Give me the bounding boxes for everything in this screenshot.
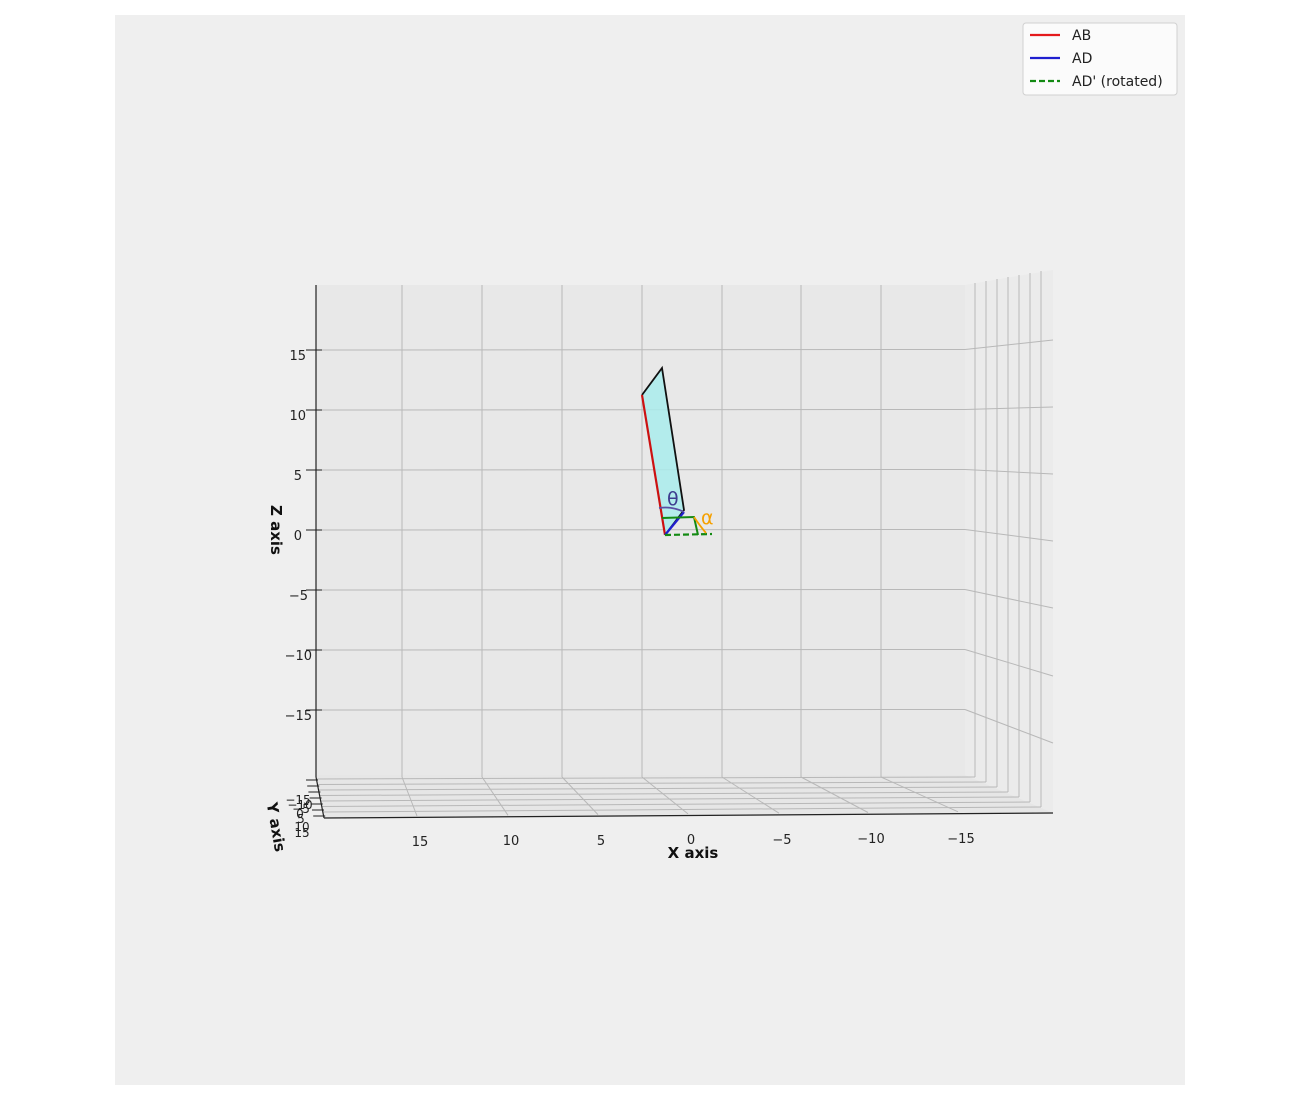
legend: AB AD AD' (rotated) bbox=[1022, 22, 1178, 96]
y-gridline-floor bbox=[317, 781, 987, 785]
y-tick-labels: −15 −10 −5 0 5 10 15 bbox=[285, 793, 312, 840]
y-gridline-floor bbox=[318, 786, 998, 791]
z-gridline-side bbox=[964, 529, 1054, 542]
z-gridline-side bbox=[964, 589, 1054, 609]
plot-geometry: θ α bbox=[640, 365, 714, 537]
z-gridline bbox=[315, 469, 966, 471]
series-ab-line bbox=[640, 394, 667, 536]
x-tick-label: 5 bbox=[597, 834, 605, 849]
z-tick-label: −15 bbox=[285, 709, 312, 724]
z-tick-labels: 15 10 5 0 −5 −10 −15 bbox=[285, 349, 312, 724]
z-tick-label: 0 bbox=[294, 529, 302, 544]
y-tick-label: 5 bbox=[297, 812, 305, 826]
z-tick-label: 5 bbox=[294, 469, 302, 484]
y-gridline-floor bbox=[315, 776, 976, 780]
x-tick-label: 0 bbox=[687, 833, 695, 848]
z-gridline bbox=[315, 649, 966, 651]
x-tick-labels: 15 10 5 0 −5 −10 −15 bbox=[412, 832, 975, 850]
x-tick-label: −5 bbox=[772, 833, 791, 848]
legend-label-ab: AB bbox=[1072, 28, 1091, 44]
z-gridline bbox=[315, 709, 966, 711]
x-tick-label: −15 bbox=[947, 832, 974, 847]
z-axis-label: Z axis bbox=[267, 505, 285, 555]
series-ad-line bbox=[664, 511, 685, 536]
tick-marks bbox=[306, 349, 326, 817]
right-pane bbox=[965, 270, 1053, 813]
x-tick-label: 15 bbox=[412, 835, 429, 850]
z-gridline bbox=[315, 409, 966, 411]
z-gridline-side bbox=[964, 709, 1054, 744]
y-gridline-floor bbox=[319, 791, 1009, 796]
y-gridline-floor bbox=[321, 801, 1031, 807]
z-gridline-side bbox=[964, 649, 1054, 677]
gridlines bbox=[315, 271, 1054, 817]
y-gridline-floor bbox=[323, 806, 1042, 813]
plane-surface bbox=[642, 368, 684, 535]
floor-pane bbox=[316, 775, 1053, 818]
x-axis-label: X axis bbox=[668, 844, 719, 862]
z-tick-label: 15 bbox=[289, 349, 306, 364]
y-gridline-floor bbox=[320, 796, 1020, 802]
theta-label: θ bbox=[667, 488, 679, 510]
alpha-arc bbox=[693, 516, 707, 534]
z-tick-label: 10 bbox=[289, 409, 306, 424]
z-gridline-side bbox=[964, 469, 1054, 475]
legend-box bbox=[1022, 22, 1178, 96]
z-gridline bbox=[315, 349, 966, 351]
z-tick-label: −5 bbox=[289, 589, 308, 604]
y-tick-label: 0 bbox=[296, 807, 304, 821]
y-tick-label: −15 bbox=[285, 793, 310, 807]
alpha-label: α bbox=[701, 507, 714, 529]
y-tick-label: −5 bbox=[292, 802, 310, 816]
z-gridline bbox=[315, 589, 966, 591]
y-tick-label: 15 bbox=[294, 826, 309, 840]
series-ad-rotated-line bbox=[664, 532, 713, 537]
x-axis-line bbox=[323, 812, 1054, 819]
legend-label-ad-rotated: AD' (rotated) bbox=[1072, 74, 1163, 90]
legend-label-ad: AD bbox=[1072, 51, 1092, 67]
z-gridline bbox=[315, 529, 966, 531]
x-tick-label: 10 bbox=[503, 834, 520, 849]
x-gridline-floor bbox=[401, 776, 418, 817]
x-tick-label: −10 bbox=[857, 832, 884, 847]
theta-arc bbox=[658, 506, 685, 513]
z-gridline-side bbox=[964, 406, 1054, 410]
y-tick-label: −10 bbox=[287, 798, 312, 812]
y-tick-label: 10 bbox=[294, 820, 309, 834]
z-gridline-side bbox=[964, 339, 1054, 350]
z-tick-label: −10 bbox=[285, 649, 312, 664]
